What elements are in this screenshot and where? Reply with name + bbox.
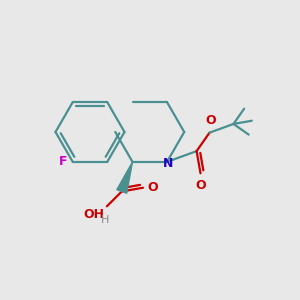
Text: O: O: [206, 114, 216, 127]
Text: O: O: [195, 179, 206, 192]
Text: F: F: [59, 155, 67, 168]
Text: OH: OH: [83, 208, 104, 221]
Text: H: H: [101, 215, 110, 225]
Text: N: N: [163, 157, 174, 170]
Text: O: O: [148, 181, 158, 194]
Polygon shape: [117, 162, 133, 193]
